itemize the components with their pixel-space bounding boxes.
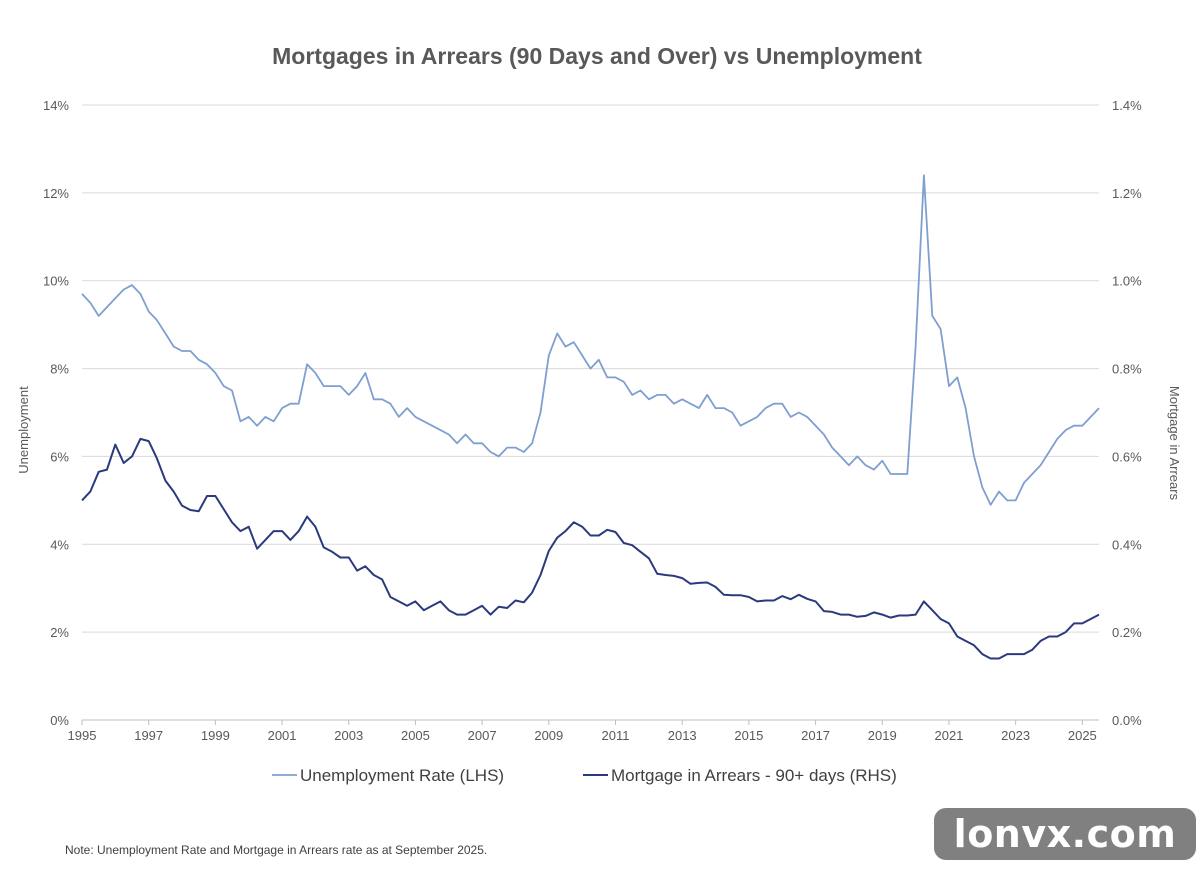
footnote: Note: Unemployment Rate and Mortgage in … (65, 843, 487, 857)
x-tick-label: 2011 (602, 728, 630, 743)
right-tick-label: 0.4% (1112, 537, 1142, 552)
left-tick-label: 8% (50, 362, 69, 377)
x-tick-label: 2025 (1068, 728, 1097, 743)
x-tick-label: 2003 (334, 728, 363, 743)
right-tick-label: 0.6% (1112, 449, 1142, 464)
legend-label-1: Unemployment Rate (LHS) (300, 766, 504, 785)
watermark-logo: lonvx.com (934, 808, 1196, 860)
right-tick-label: 0.8% (1112, 362, 1142, 377)
right-tick-label: 0.2% (1112, 625, 1142, 640)
left-axis-ticks: 0% 2% 4% 6% 8% 10% 12% 14% (43, 98, 69, 728)
series-line-1 (81, 174, 1100, 506)
x-tick-label: 2009 (534, 728, 563, 743)
legend-label-2: Mortgage in Arrears - 90+ days (RHS) (611, 766, 897, 785)
x-tick-label: 2015 (734, 728, 763, 743)
left-tick-label: 10% (43, 274, 69, 289)
chart-title: Mortgages in Arrears (90 Days and Over) … (272, 43, 922, 69)
left-tick-label: 4% (50, 537, 69, 552)
left-axis-title: Unemployment (16, 386, 31, 474)
x-tick-label: 2013 (668, 728, 697, 743)
left-tick-label: 6% (50, 449, 69, 464)
right-axis-title: Mortgage in Arrears (1167, 386, 1182, 501)
right-tick-label: 1.0% (1112, 274, 1142, 289)
right-tick-label: 1.2% (1112, 186, 1142, 201)
x-tick-label: 2023 (1001, 728, 1030, 743)
x-tick-label: 2001 (268, 728, 297, 743)
right-axis-ticks: 0.0% 0.2% 0.4% 0.6% 0.8% 1.0% 1.2% 1.4% (1112, 98, 1142, 728)
x-tick-label: 1997 (134, 728, 163, 743)
x-tick-label: 2021 (934, 728, 963, 743)
right-tick-label: 1.4% (1112, 98, 1142, 113)
x-tick-label: 2005 (401, 728, 430, 743)
x-tick-label: 1995 (68, 728, 97, 743)
series-lines (81, 174, 1100, 660)
x-tick-label: 2017 (801, 728, 830, 743)
x-tick-label: 2007 (468, 728, 497, 743)
x-tick-label: 2019 (868, 728, 897, 743)
left-tick-label: 0% (50, 713, 69, 728)
left-tick-label: 12% (43, 186, 69, 201)
x-tick-label: 1999 (201, 728, 230, 743)
grid-lines (82, 104, 1099, 721)
series-line-2 (81, 437, 1100, 660)
right-tick-label: 0.0% (1112, 713, 1142, 728)
left-tick-label: 14% (43, 98, 69, 113)
left-tick-label: 2% (50, 625, 69, 640)
legend: Unemployment Rate (LHS) Mortgage in Arrea… (272, 766, 897, 785)
x-axis-ticks: 1995 1997 1999 2001 2003 2005 2007 2009 2011 2013… (68, 720, 1097, 743)
